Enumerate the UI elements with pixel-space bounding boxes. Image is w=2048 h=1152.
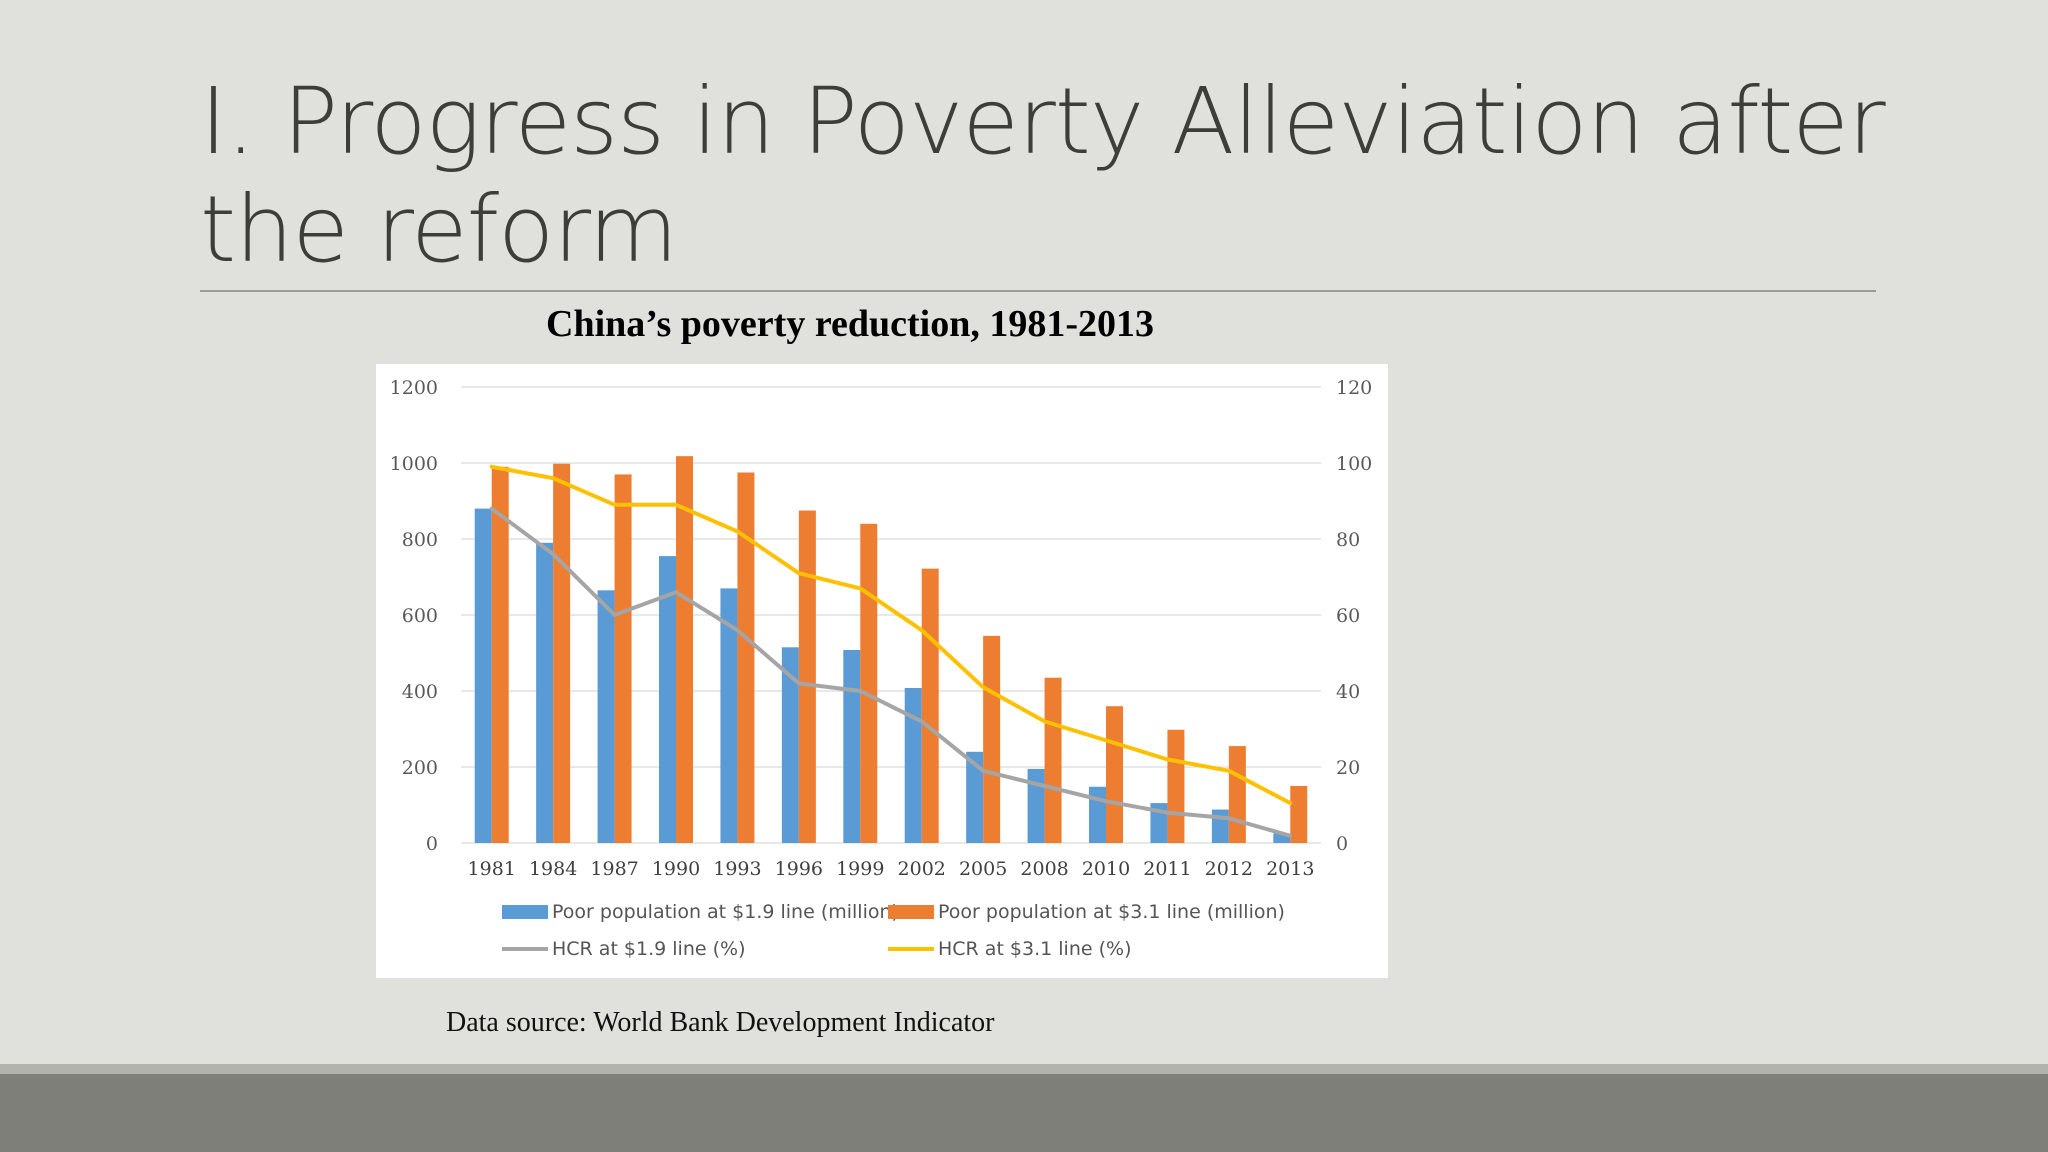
chart-title: China’s poverty reduction, 1981-2013: [546, 303, 1154, 345]
bar-1: [781, 647, 799, 843]
bar-2: [553, 463, 571, 843]
bar-2: [737, 472, 755, 843]
x-tick-label: 1999: [836, 858, 884, 880]
bar-2: [798, 510, 816, 843]
legend-swatch-2: [888, 905, 934, 919]
x-tick-label: 1990: [652, 858, 700, 880]
footer-bar: [0, 1074, 2048, 1152]
bar-2: [614, 474, 632, 843]
x-tick-label: 1984: [529, 858, 577, 880]
bar-1: [1211, 809, 1229, 843]
legend-label-2: Poor population at $3.1 line (million): [938, 901, 1285, 923]
title-divider: [200, 290, 1876, 292]
bar-1: [1089, 786, 1106, 843]
bar-1: [720, 588, 738, 843]
x-tick-label: 2010: [1082, 858, 1130, 880]
y-left-tick-label: 0: [426, 833, 438, 855]
bar-2: [1044, 677, 1062, 843]
x-tick-label: 1981: [468, 858, 516, 880]
bar-1: [536, 542, 554, 843]
bar-1: [597, 590, 615, 843]
x-tick-label: 2013: [1266, 858, 1314, 880]
y-left-tick-label: 400: [402, 681, 438, 703]
x-tick-label: 2008: [1020, 858, 1068, 880]
footer-accent-bar: [0, 1064, 2048, 1074]
y-right-tick-label: 80: [1336, 529, 1360, 551]
legend-swatch-3: [502, 947, 548, 951]
y-right-tick-label: 120: [1336, 377, 1372, 399]
y-left-tick-label: 1000: [390, 453, 438, 475]
bar-2: [491, 466, 509, 843]
x-tick-label: 2002: [898, 858, 946, 880]
legend-swatch-4: [888, 947, 934, 951]
bar-2: [921, 568, 939, 843]
y-right-tick-label: 20: [1336, 757, 1360, 779]
y-right-tick-label: 0: [1336, 833, 1348, 855]
slide-title: I. Progress in Poverty Alleviation after…: [200, 68, 1886, 283]
legend-item-4: HCR at $3.1 line (%): [888, 938, 1131, 960]
chart-panel: 0 200 400 600 800 1000 1200 0 20 40 60 80 100 120 1981…: [376, 364, 1388, 978]
x-tick-label: 1987: [590, 858, 638, 880]
bar-1: [474, 508, 492, 843]
y-left-tick-label: 1200: [390, 377, 438, 399]
data-source-note: Data source: World Bank Development Indi…: [446, 1007, 995, 1038]
x-tick-label: 2011: [1143, 858, 1191, 880]
series-line-1: [489, 506, 1293, 838]
bar-1: [966, 751, 984, 843]
bar-1: [659, 556, 676, 843]
bar-2: [1106, 706, 1123, 843]
chart-plot: 0 200 400 600 800 1000 1200 0 20 40 60 80 100 120 1981…: [390, 377, 1373, 880]
y-left-tick-label: 200: [402, 757, 438, 779]
bar-1: [1027, 768, 1045, 843]
bar-2: [860, 523, 878, 843]
legend-label-3: HCR at $1.9 line (%): [552, 938, 746, 960]
bar-1: [1273, 833, 1291, 843]
bar-2: [1228, 746, 1246, 843]
y-left-tick-label: 800: [402, 529, 438, 551]
y-right-tick-label: 100: [1336, 453, 1372, 475]
y-left-tick-label: 600: [402, 605, 438, 627]
x-tick-label: 2005: [959, 858, 1007, 880]
bar-2: [1290, 786, 1308, 843]
legend-swatch-1: [502, 905, 548, 919]
x-tick-label: 1993: [713, 858, 761, 880]
legend-label-4: HCR at $3.1 line (%): [938, 938, 1132, 960]
bar-1: [843, 649, 861, 843]
series-line-2: [489, 464, 1293, 806]
legend-item-3: HCR at $1.9 line (%): [502, 938, 745, 960]
x-tick-label: 1996: [775, 858, 823, 880]
bar-2: [983, 635, 1001, 843]
legend-label-1: Poor population at $1.9 line (million): [552, 901, 899, 923]
legend-item-1: Poor population at $1.9 line (million): [502, 901, 899, 923]
bar-1: [904, 687, 922, 843]
legend-item-2: Poor population at $3.1 line (million): [888, 901, 1285, 923]
bar-2: [676, 456, 693, 843]
y-right-tick-label: 60: [1336, 605, 1360, 627]
bar-2: [1167, 729, 1185, 843]
y-right-tick-label: 40: [1336, 681, 1360, 703]
x-tick-label: 2012: [1205, 858, 1253, 880]
